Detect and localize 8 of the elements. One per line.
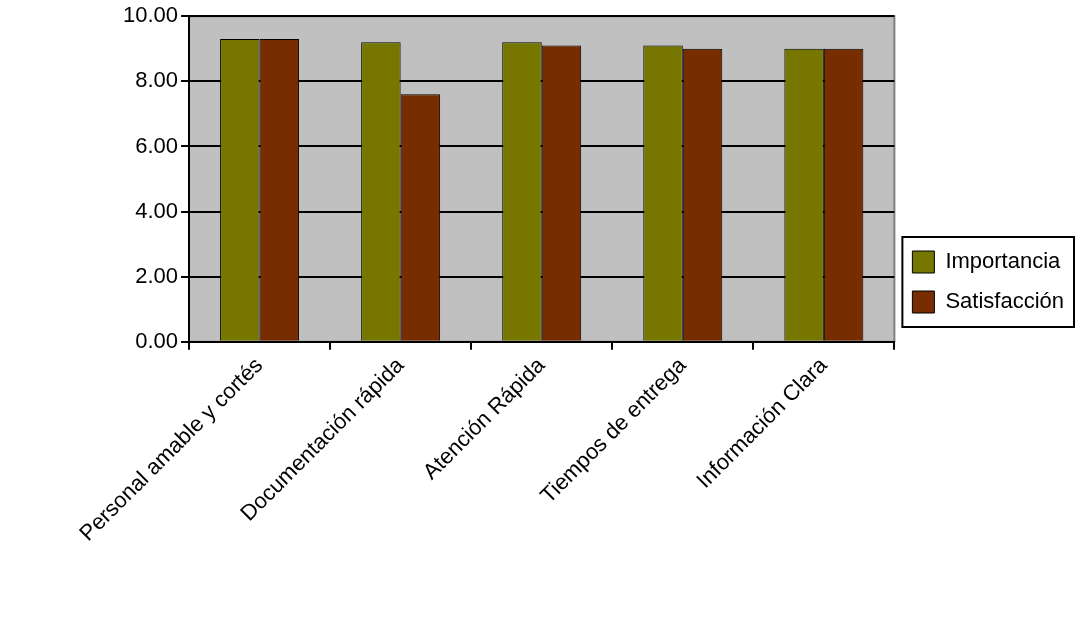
y-tick-label: 2.00 xyxy=(135,262,179,288)
y-tick-label: 0.00 xyxy=(135,327,179,353)
y-tick-label: 4.00 xyxy=(135,197,179,223)
legend-label: Importancia xyxy=(945,248,1062,274)
y-tick-label: 10.00 xyxy=(122,2,179,28)
y-tick-label: 6.00 xyxy=(135,132,179,158)
legend-label: Satisfacción xyxy=(945,288,1065,314)
y-tick-label: 8.00 xyxy=(135,67,179,93)
